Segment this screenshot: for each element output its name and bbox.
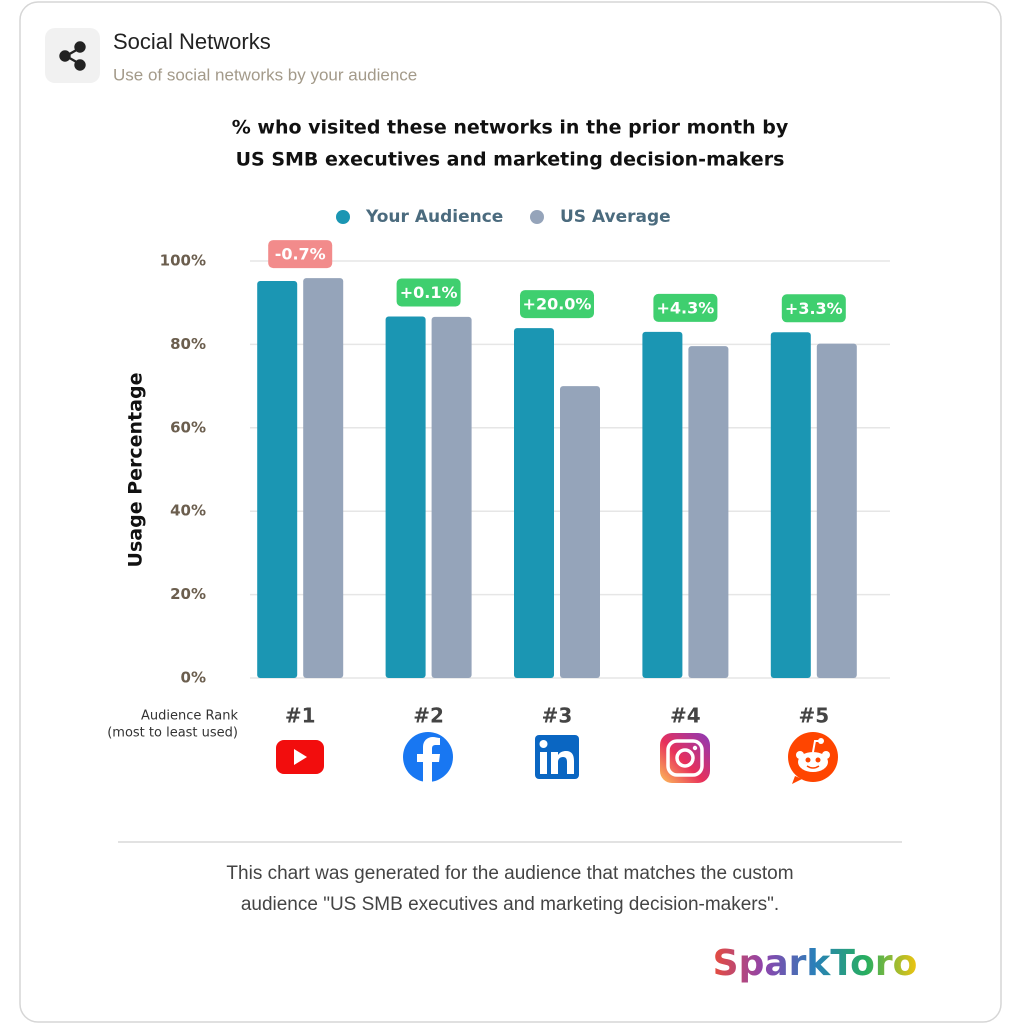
brand-logo: SparkToro <box>713 943 918 984</box>
y-tick-label: 20% <box>170 585 206 603</box>
facebook-icon <box>403 732 453 782</box>
change-label: +4.3% <box>657 298 715 317</box>
card-border <box>19 1 1002 1023</box>
bar <box>642 331 683 678</box>
bar <box>385 316 426 678</box>
y-tick-label: 0% <box>181 669 206 687</box>
y-tick-label: 60% <box>170 418 206 436</box>
x-tick-label: #1 <box>285 704 316 728</box>
change-label: +20.0% <box>523 295 592 314</box>
y-tick-label: 100% <box>160 252 206 270</box>
legend-marker <box>530 210 544 224</box>
linkedin-icon <box>535 735 579 779</box>
legend-label: Your Audience <box>365 207 503 227</box>
y-tick-label: 80% <box>170 335 206 353</box>
share-icon-box <box>45 28 100 83</box>
y-tick-label: 40% <box>170 502 206 520</box>
change-label: +3.3% <box>785 299 843 318</box>
bar <box>816 343 857 678</box>
youtube-icon <box>276 740 324 774</box>
footer-note: This chart was generated for the audienc… <box>226 863 793 884</box>
header-title: Social Networks <box>113 29 271 54</box>
legend-label: US Average <box>560 207 671 227</box>
x-tick-label: #3 <box>542 704 573 728</box>
chart-title: % who visited these networks in the prio… <box>232 117 789 139</box>
change-label: +0.1% <box>400 283 458 302</box>
footer-note: audience "US SMB executives and marketin… <box>241 894 779 915</box>
share-icon <box>59 41 86 71</box>
change-pill <box>653 293 718 322</box>
instagram-icon <box>660 733 710 783</box>
bar <box>688 346 729 678</box>
bar <box>560 386 600 678</box>
bar <box>431 316 472 678</box>
chart-title: US SMB executives and marketing decision… <box>236 149 785 171</box>
change-label: -0.7% <box>275 245 326 264</box>
change-pill <box>520 290 594 319</box>
change-pill <box>396 278 461 307</box>
change-pill <box>268 240 333 269</box>
rank-label: (most to least used) <box>107 726 238 741</box>
change-pill <box>781 294 846 323</box>
bar <box>514 328 554 678</box>
bar <box>770 332 811 678</box>
x-tick-label: #4 <box>670 704 701 728</box>
rank-label: Audience Rank <box>141 709 238 724</box>
x-tick-label: #2 <box>413 704 444 728</box>
y-axis-label: Usage Percentage <box>125 373 147 568</box>
reddit-icon <box>788 732 838 784</box>
header-subtitle: Use of social networks by your audience <box>113 65 417 84</box>
bar <box>303 278 344 678</box>
bar <box>257 281 298 678</box>
x-tick-label: #5 <box>798 704 829 728</box>
legend-marker <box>336 210 350 224</box>
